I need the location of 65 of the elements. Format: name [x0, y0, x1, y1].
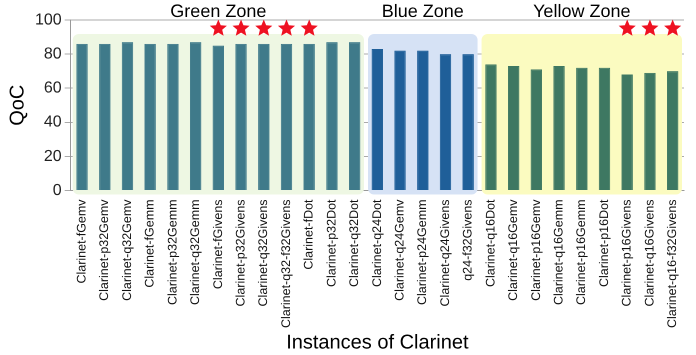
bar — [485, 64, 497, 190]
y-tick-label: 20 — [44, 148, 62, 165]
x-tick-label: Clarinet-q32-f32Givens — [278, 199, 293, 328]
bar — [99, 44, 110, 190]
y-axis-title: QoC — [6, 84, 29, 126]
bar — [644, 72, 656, 190]
x-tick-label: Clarinet-q32Dot — [347, 198, 362, 288]
bar — [553, 66, 565, 190]
x-tick-label: Clarinet-fGivens — [210, 199, 225, 290]
x-tick-label: q24-f32Givens — [460, 199, 475, 281]
bar — [190, 42, 202, 190]
x-tick-label: Clarinet-q24Gemv — [392, 198, 407, 301]
x-tick-label: Clarinet-fDot — [302, 198, 316, 270]
bar — [122, 42, 134, 190]
x-tick-label: Clarinet-p24Gemm — [415, 199, 430, 306]
bar — [394, 50, 406, 190]
band-label: Green Zone — [170, 0, 266, 21]
bar — [598, 68, 610, 190]
x-tick-label: Clarinet-q24Givens — [438, 199, 452, 306]
bar — [576, 68, 588, 190]
band-label: Yellow Zone — [533, 0, 630, 21]
x-tick-label: Clarinet-q16-f32Givens — [665, 199, 680, 328]
bar — [417, 50, 428, 190]
bar — [304, 44, 315, 190]
bar — [462, 54, 474, 190]
y-tick-label: 60 — [44, 80, 62, 97]
x-tick-label: Clarinet-p16Gemm — [574, 199, 588, 306]
bar — [326, 42, 338, 190]
bar — [666, 71, 678, 190]
x-tick-label: Clarinet-p16Gemv — [528, 198, 543, 301]
x-tick-label: Clarinet-q16Gemm — [552, 199, 566, 306]
y-tick-label: 40 — [44, 114, 62, 131]
bar — [235, 44, 247, 190]
bar — [258, 44, 270, 190]
x-tick-label: Clarinet-q24Dot — [370, 198, 384, 288]
x-tick-label: Clarinet-p32Gemv — [97, 198, 112, 301]
x-tick-label: Clarinet-fGemm — [142, 199, 157, 288]
bar — [508, 66, 520, 190]
x-tick-label: Clarinet-p32Givens — [234, 199, 248, 306]
x-tick-label: Clarinet-p32Dot — [324, 198, 338, 288]
bar — [622, 74, 633, 190]
x-tick-label: Clarinet-q32Gemm — [188, 199, 202, 306]
bar — [76, 44, 88, 190]
bar — [348, 42, 360, 190]
bar — [530, 69, 542, 190]
x-tick-label: Clarinet-q32Gemv — [120, 198, 134, 301]
x-tick-label: Clarinet-q16Gemv — [506, 198, 520, 301]
x-tick-label: Clarinet-q16Givens — [642, 199, 656, 306]
x-tick-label: Clarinet-p16Dot — [596, 198, 611, 288]
y-tick-label: 100 — [34, 11, 62, 28]
bar — [440, 54, 452, 190]
bar — [167, 44, 179, 190]
bar — [212, 46, 224, 190]
x-tick-label: Clarinet-q32Givens — [256, 199, 270, 306]
x-tick-label: Clarinet-p32Gemm — [165, 199, 180, 306]
y-tick-label: 0 — [52, 182, 62, 199]
bar — [372, 48, 384, 190]
bar — [144, 44, 156, 190]
bar — [280, 44, 292, 190]
x-tick-label: Clarinet-p16Givens — [620, 199, 634, 306]
x-tick-label: Clarinet-fGemv — [74, 198, 89, 284]
band-label: Blue Zone — [382, 0, 464, 21]
x-tick-label: Clarinet-q16Dot — [483, 198, 498, 288]
y-tick-label: 80 — [44, 46, 62, 62]
x-axis-title: Instances of Clarinet — [286, 332, 469, 354]
